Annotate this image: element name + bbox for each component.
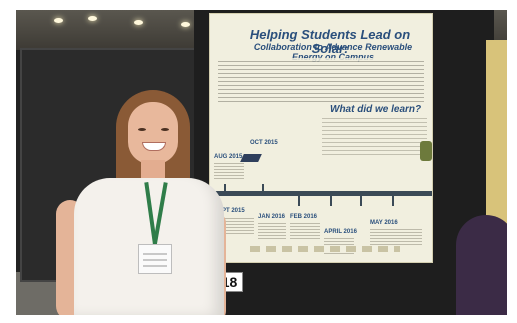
timeline-month: JAN 2016 bbox=[258, 214, 286, 220]
timeline-bar bbox=[210, 191, 432, 196]
presenter bbox=[46, 90, 226, 315]
presenter-face bbox=[128, 102, 178, 164]
timeline-month: FEB 2016 bbox=[290, 214, 318, 220]
research-poster: Helping Students Lead on Solar: Collabor… bbox=[209, 13, 433, 263]
timeline-tick bbox=[392, 196, 394, 206]
timeline-tick bbox=[298, 196, 300, 206]
timeline-tick bbox=[330, 196, 332, 206]
timeline-tick bbox=[224, 184, 226, 194]
poster-question: What did we learn? bbox=[330, 104, 422, 115]
timeline-tick bbox=[360, 196, 362, 206]
ceiling-light bbox=[54, 18, 63, 23]
name-badge bbox=[138, 244, 172, 274]
timeline-month: MAY 2016 bbox=[370, 220, 398, 226]
badge-text-line bbox=[143, 253, 167, 255]
timeline-tick bbox=[262, 184, 264, 194]
background-person bbox=[456, 215, 507, 315]
ceiling-light bbox=[134, 20, 143, 25]
timeline-month: APRIL 2016 bbox=[324, 229, 357, 235]
timeline-month: OCT 2015 bbox=[250, 140, 278, 146]
ceiling-light bbox=[181, 22, 190, 27]
badge-text-line bbox=[143, 259, 167, 261]
sponsor-logos bbox=[250, 246, 400, 252]
poster-title: Helping Students Lead on Solar: bbox=[249, 27, 411, 56]
presenter-eye bbox=[161, 128, 169, 131]
timeline-note bbox=[290, 221, 320, 239]
conference-photo: Helping Students Lead on Solar: Collabor… bbox=[16, 10, 507, 315]
badge-text-line bbox=[143, 265, 167, 267]
poster-intro-text bbox=[218, 58, 424, 104]
timeline-note bbox=[258, 221, 286, 239]
presenter-eye bbox=[138, 128, 146, 131]
solar-panel-icon bbox=[240, 154, 262, 162]
timeline-note bbox=[370, 227, 422, 245]
timeline-month: SEPT 2015 bbox=[214, 208, 245, 214]
poster-sticker bbox=[420, 141, 432, 161]
poster-subtitle: Collaboration to Advance Renewable Energ… bbox=[253, 42, 413, 62]
ceiling-light bbox=[88, 16, 97, 21]
timeline-note bbox=[214, 161, 244, 179]
timeline-month: AUG 2015 bbox=[214, 154, 243, 160]
poster-question-text bbox=[322, 115, 427, 155]
